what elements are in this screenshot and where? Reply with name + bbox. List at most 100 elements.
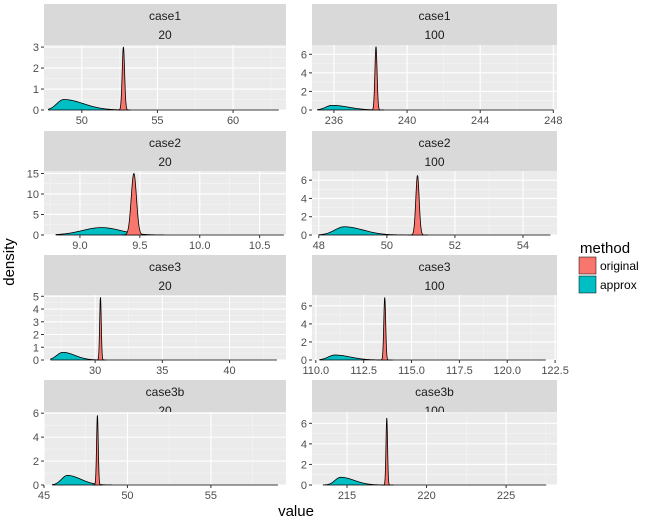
density-area-approx — [50, 351, 277, 361]
legend-key-original — [578, 256, 597, 275]
y-tick-label: 6 — [301, 418, 307, 430]
y-tick-label: 4 — [301, 193, 307, 205]
y-tick-label: 0 — [33, 105, 39, 117]
facet-strip — [312, 380, 557, 412]
density-area-original — [92, 415, 103, 486]
y-tick-label: 2 — [33, 330, 39, 342]
facet-strip-n-label: 20 — [158, 28, 172, 42]
x-tick-label: 244 — [471, 115, 489, 127]
density-area-approx — [51, 475, 279, 486]
x-axis-title: value — [278, 503, 314, 520]
facet-panel-case1-100: case1 100 236 240 244 248 0 2 4 6 — [301, 4, 563, 127]
legend-title: method — [580, 240, 630, 257]
x-tick-label: 60 — [227, 115, 239, 127]
y-tick-label: 2 — [301, 86, 307, 98]
x-tick-label: 50 — [76, 115, 88, 127]
y-tick-label: 4 — [33, 432, 39, 444]
panel-background — [44, 412, 286, 485]
y-tick-label: 6 — [301, 301, 307, 313]
facet-panel-case3-100: case3 100 110.0 112.5 115.0 117.5 120.0 122.5 0 2… — [301, 255, 569, 377]
density-area-approx — [317, 104, 554, 111]
legend-label-approx: approx — [600, 278, 637, 292]
x-tick-label: 48 — [313, 240, 325, 252]
facet-strip — [44, 4, 286, 45]
panel-background — [312, 45, 557, 110]
x-tick-label: 40 — [223, 365, 235, 377]
y-tick-label: 4 — [301, 319, 307, 331]
x-tick-label: 50 — [121, 490, 133, 502]
facet-strip-n-label: 20 — [158, 155, 172, 169]
density-area-approx — [55, 227, 284, 236]
facet-strip-n-label: 100 — [424, 28, 444, 42]
y-tick-label: 15 — [27, 168, 39, 180]
density-area-original — [94, 297, 107, 361]
panel-background — [312, 295, 557, 360]
facet-strip — [312, 131, 557, 171]
y-tick-label: 2 — [33, 456, 39, 468]
x-tick-label: 240 — [398, 115, 416, 127]
y-tick-label: 10 — [27, 189, 39, 201]
facet-strip-case-label: case2 — [149, 136, 181, 150]
x-tick-label: 117.5 — [446, 365, 473, 377]
x-tick-label: 122.5 — [541, 365, 569, 377]
y-tick-label: 4 — [301, 439, 307, 451]
x-tick-label: 9.0 — [72, 240, 87, 252]
y-tick-label: 2 — [301, 459, 307, 471]
x-tick-label: 215 — [338, 490, 356, 502]
y-tick-label: 1 — [33, 342, 39, 354]
legend: method original approx — [578, 240, 639, 294]
facet-strip — [44, 255, 286, 295]
facet-strip-n-label: 100 — [424, 155, 444, 169]
facet-panel-case2-100: case2 100 48 50 52 54 0 2 4 6 — [301, 131, 557, 252]
facet-strip-n-label: 100 — [424, 279, 444, 293]
x-tick-label: 236 — [325, 115, 343, 127]
density-area-approx — [319, 354, 546, 361]
x-tick-label: 225 — [497, 490, 515, 502]
y-tick-label: 0 — [301, 355, 307, 367]
panel-background — [44, 295, 286, 360]
facet-strip-case-label: case1 — [418, 9, 450, 23]
facet-strip — [312, 255, 557, 295]
density-area-approx — [48, 99, 279, 111]
facet-strip-case-label: case3 — [149, 260, 181, 274]
x-tick-label: 52 — [449, 240, 461, 252]
y-tick-label: 2 — [33, 63, 39, 75]
y-tick-label: 6 — [301, 175, 307, 187]
x-tick-label: 45 — [38, 490, 50, 502]
x-tick-label: 112.5 — [350, 365, 377, 377]
x-tick-label: 9.5 — [132, 240, 147, 252]
x-tick-label: 50 — [381, 240, 393, 252]
panel-background — [44, 45, 286, 110]
y-tick-label: 5 — [33, 209, 39, 221]
density-area-approx — [322, 476, 547, 486]
facet-strip-case-label: case3b — [146, 385, 185, 399]
y-tick-label: 4 — [301, 68, 307, 80]
y-tick-label: 0 — [33, 355, 39, 367]
facet-strip-case-label: case1 — [149, 9, 181, 23]
y-axis-title: density — [1, 238, 18, 286]
density-area-approx — [318, 226, 551, 236]
y-tick-label: 0 — [301, 480, 307, 492]
y-tick-label: 0 — [33, 230, 39, 242]
y-tick-label: 0 — [301, 105, 307, 117]
y-tick-label: 6 — [301, 49, 307, 61]
density-area-original — [121, 173, 147, 236]
x-tick-label: 120.0 — [493, 365, 521, 377]
density-area-original — [376, 297, 393, 361]
density-area-original — [116, 46, 131, 111]
x-tick-label: 248 — [544, 115, 562, 127]
y-tick-label: 2 — [301, 212, 307, 224]
panel-background — [44, 171, 286, 235]
facet-strip-case-label: case3b — [415, 385, 454, 399]
density-area-original — [380, 417, 394, 486]
y-tick-label: 3 — [33, 317, 39, 329]
facet-panel-case1-20: case1 20 50 55 60 0 1 2 3 — [33, 4, 286, 127]
x-tick-label: 10.0 — [189, 240, 210, 252]
legend-key-approx — [578, 275, 597, 294]
facet-panel-case2-20: case2 20 9.0 9.5 10.0 10.5 0 5 10 15 — [27, 131, 286, 252]
